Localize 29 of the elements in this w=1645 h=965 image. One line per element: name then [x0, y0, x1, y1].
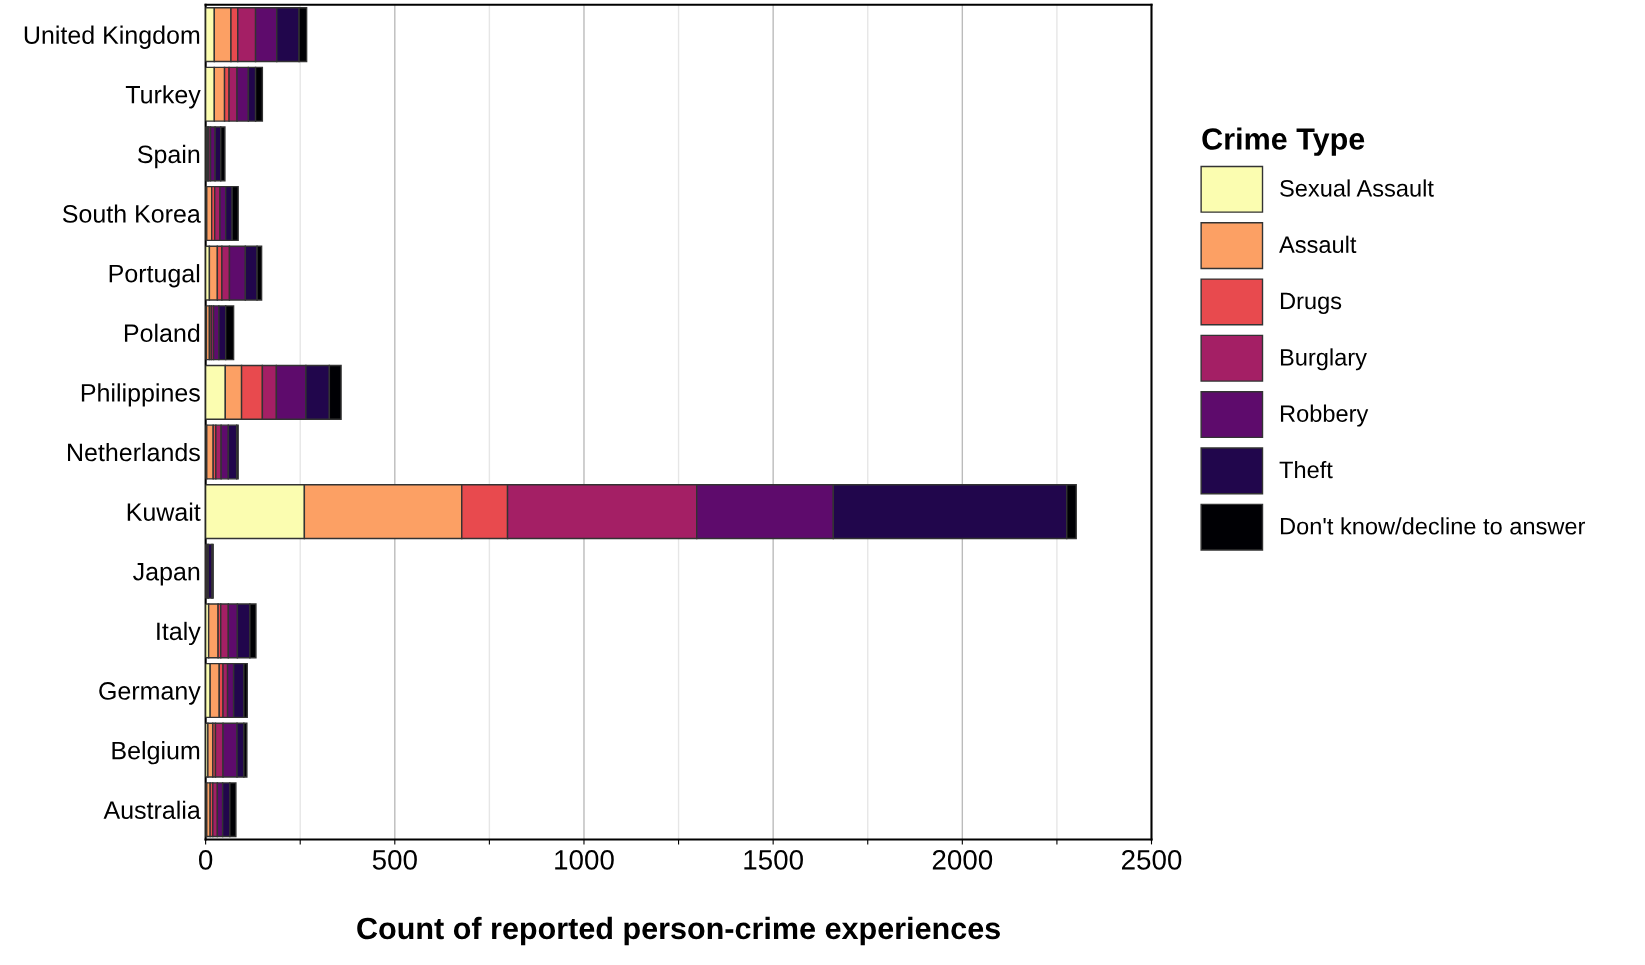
y-tick-label: Germany	[99, 682, 201, 705]
x-tick-label: 2500	[1122, 850, 1182, 870]
legend-label: Don't know/decline to answer	[1280, 517, 1586, 535]
y-tick-label: Belgium	[112, 741, 200, 765]
legend-label: Burglary	[1280, 348, 1367, 371]
x-axis-title: Count of reported person-crime experiences	[357, 916, 1000, 946]
y-tick-label: Italy	[157, 621, 201, 646]
legend-label: Assault	[1279, 235, 1357, 254]
x-tick-label: 500	[372, 850, 417, 870]
legend-label: Drugs	[1280, 292, 1342, 314]
y-tick-label: Australia	[103, 800, 201, 820]
y-tick-label: Netherlands	[68, 442, 200, 462]
y-tick-label: United Kingdom	[24, 25, 200, 49]
y-tick-label: Kuwait	[127, 502, 201, 521]
y-tick-label: Japan	[133, 563, 200, 586]
x-tick-label: 0	[198, 850, 213, 870]
y-tick-label: Portugal	[109, 264, 200, 288]
x-tick-label: 1000	[555, 850, 614, 870]
x-tick-label: 2000	[932, 850, 993, 870]
y-tick-label: Spain	[137, 144, 200, 169]
legend-label: Robbery	[1280, 404, 1369, 427]
y-tick-label: Philippines	[81, 383, 200, 407]
legend-label: Sexual Assault	[1280, 179, 1434, 197]
x-tick-label: 1500	[744, 850, 803, 870]
y-tick-label: Turkey	[125, 85, 201, 109]
legend-title: Crime Type	[1202, 127, 1365, 156]
y-tick-label: Poland	[124, 323, 200, 343]
y-tick-label: South Korea	[62, 204, 201, 223]
legend-label: Theft	[1279, 460, 1333, 479]
